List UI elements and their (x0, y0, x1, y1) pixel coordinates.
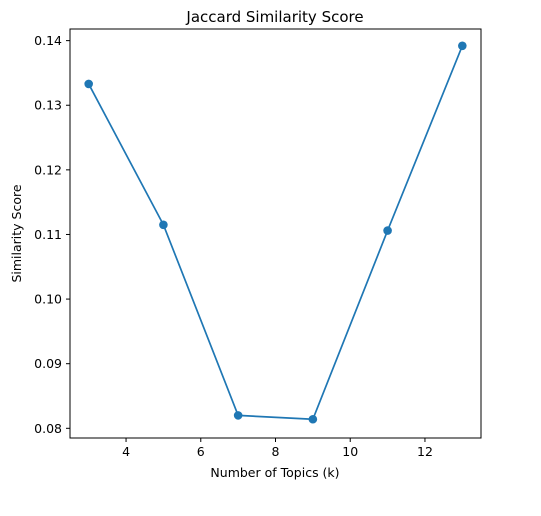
series-line (89, 46, 463, 419)
x-tick-label: 10 (342, 444, 358, 459)
data-point (309, 415, 318, 424)
y-tick-label: 0.10 (34, 292, 62, 307)
series-layer (84, 42, 466, 424)
x-tick-label: 6 (197, 444, 205, 459)
y-tick-label: 0.11 (34, 227, 62, 242)
chart-title: Jaccard Similarity Score (185, 8, 363, 26)
y-tick-label: 0.14 (34, 33, 62, 48)
data-point (159, 220, 168, 229)
y-axis-label: Similarity Score (9, 184, 24, 282)
x-tick-label: 8 (272, 444, 280, 459)
x-tick-label: 12 (417, 444, 433, 459)
data-point (383, 226, 392, 235)
y-tick-label: 0.08 (34, 421, 62, 436)
y-axis-ticks: 0.08 0.09 0.10 0.11 0.12 0.13 0.14 (34, 33, 70, 436)
x-axis-label: Number of Topics (k) (210, 465, 339, 480)
data-point (84, 80, 93, 89)
plot-frame (70, 29, 481, 438)
data-point (458, 42, 467, 51)
y-tick-label: 0.13 (34, 98, 62, 113)
x-tick-label: 4 (122, 444, 130, 459)
data-point (234, 411, 243, 420)
x-axis-ticks: 4 6 8 10 12 (122, 438, 433, 459)
y-tick-label: 0.09 (34, 356, 62, 371)
y-tick-label: 0.12 (34, 162, 62, 177)
